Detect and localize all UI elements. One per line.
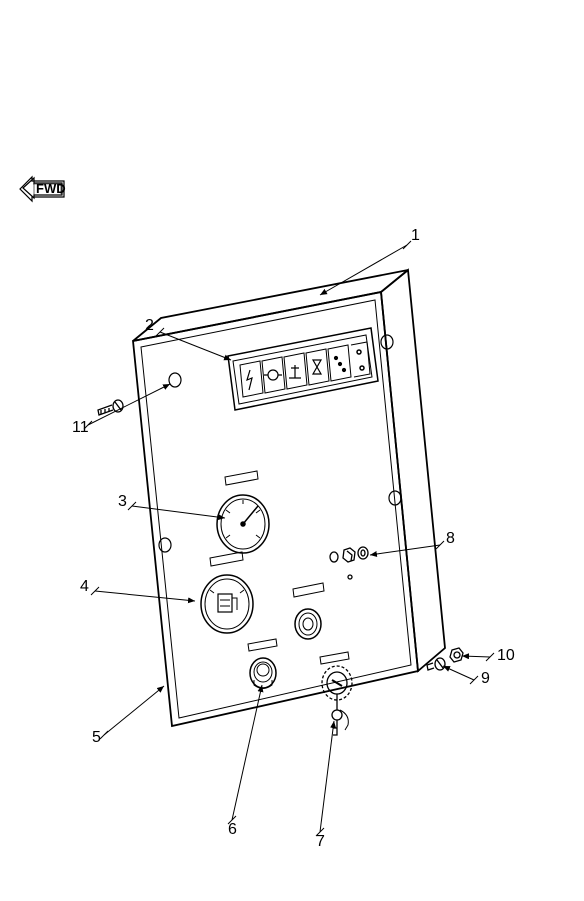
callout-label-10: 10 [497, 647, 515, 664]
callout-line-5 [104, 686, 164, 735]
bulb-socket [330, 547, 368, 579]
fuel-gauge [201, 575, 253, 633]
nameplates [210, 471, 349, 664]
callout-label-8: 8 [446, 530, 455, 547]
callout-label-5: 5 [92, 729, 101, 746]
temp-gauge [217, 495, 269, 553]
callout-line-11 [88, 384, 170, 425]
fwd-text: FWD [36, 181, 66, 196]
panel-box [133, 270, 445, 726]
horn-switch [295, 609, 321, 639]
push-button [250, 658, 276, 689]
callout-line-3 [132, 506, 225, 518]
callout-line-10 [462, 656, 490, 657]
control-panel-diagram: FWD [0, 0, 584, 901]
key-switch [322, 666, 352, 735]
callout-label-2: 2 [145, 317, 154, 334]
callout-line-4 [95, 591, 195, 601]
callout-label-11: 11 [72, 419, 89, 436]
fwd-badge: FWD [20, 177, 66, 201]
screw-left [98, 400, 123, 415]
monitor-display [228, 328, 378, 410]
callout-label-7: 7 [316, 833, 325, 850]
callout-line-7 [320, 721, 334, 832]
callout-line-1 [320, 245, 407, 295]
callout-label-6: 6 [228, 821, 237, 838]
callout-label-3: 3 [118, 493, 127, 510]
callout-group: 1 2 3 4 5 6 7 8 9 10 11 [72, 227, 515, 850]
callout-label-1: 1 [411, 227, 420, 244]
callout-label-4: 4 [80, 578, 89, 595]
callout-label-9: 9 [481, 670, 490, 687]
callout-line-9 [443, 666, 474, 680]
